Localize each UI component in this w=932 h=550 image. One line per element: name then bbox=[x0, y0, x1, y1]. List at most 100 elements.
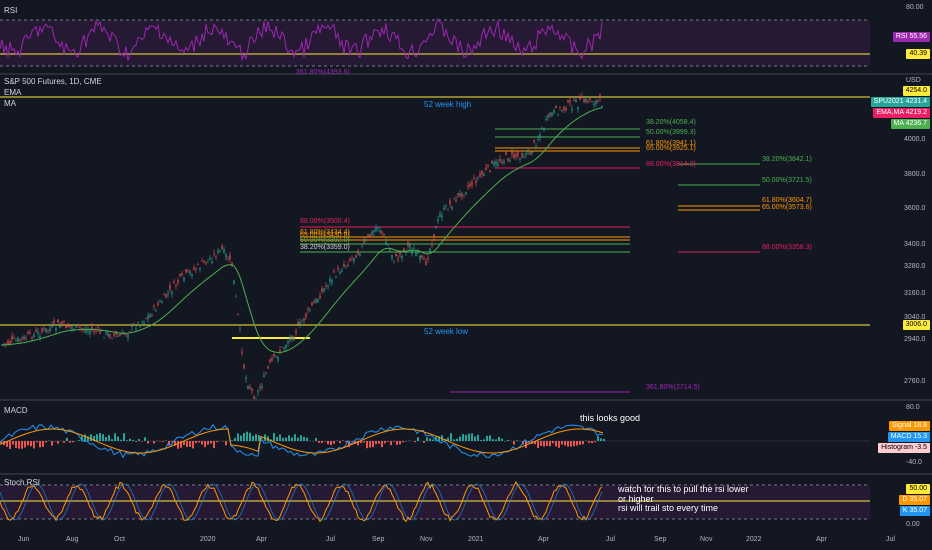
histogram-bar bbox=[6, 441, 8, 447]
candle bbox=[197, 263, 199, 265]
candle bbox=[221, 245, 223, 250]
candle bbox=[43, 327, 45, 329]
candle bbox=[583, 99, 585, 103]
histogram-bar bbox=[135, 441, 137, 442]
candle bbox=[279, 349, 281, 353]
pane-separator bbox=[0, 73, 932, 75]
candle bbox=[303, 318, 305, 321]
histogram-bar bbox=[570, 441, 572, 447]
candle bbox=[473, 177, 475, 179]
ema-tag-label: EMA,MA bbox=[876, 109, 904, 116]
candle bbox=[563, 106, 565, 110]
candle bbox=[325, 285, 327, 287]
histogram-bar bbox=[102, 434, 104, 441]
histogram-bar bbox=[36, 441, 38, 443]
candle bbox=[127, 334, 129, 338]
candle bbox=[411, 250, 413, 254]
histogram-bar bbox=[69, 441, 71, 443]
time-label: 2021 bbox=[468, 536, 484, 543]
histogram-bar bbox=[543, 441, 545, 447]
histogram-bar bbox=[588, 441, 590, 443]
histogram-bar bbox=[432, 439, 434, 441]
histogram-bar bbox=[303, 436, 305, 441]
candle bbox=[133, 323, 135, 325]
histogram-bar bbox=[171, 441, 173, 443]
candle bbox=[291, 335, 293, 340]
rsi-tag: RSI 55.56 bbox=[892, 32, 930, 42]
macd-chart bbox=[0, 423, 870, 459]
candle bbox=[399, 250, 401, 255]
candle bbox=[205, 261, 207, 264]
candle bbox=[219, 250, 221, 252]
histogram-bar bbox=[255, 434, 257, 441]
histogram-bar bbox=[534, 441, 536, 445]
histogram-bar bbox=[138, 439, 140, 441]
candle bbox=[137, 322, 139, 323]
histogram-bar bbox=[369, 441, 371, 448]
candle bbox=[567, 100, 569, 103]
candle bbox=[259, 386, 261, 389]
candle bbox=[395, 254, 397, 257]
histogram-bar bbox=[381, 441, 383, 448]
stoch-top-tag: 50.00 bbox=[906, 484, 930, 494]
candle bbox=[237, 313, 239, 315]
candle bbox=[19, 339, 21, 341]
candle bbox=[211, 260, 213, 264]
candle bbox=[85, 329, 87, 333]
candle bbox=[599, 94, 601, 99]
candle bbox=[309, 310, 311, 312]
candle bbox=[495, 160, 497, 165]
histogram-bar bbox=[24, 441, 26, 448]
candle bbox=[39, 335, 41, 339]
currency-label: USD bbox=[906, 77, 921, 84]
stoch-k-value: 35.07 bbox=[909, 507, 927, 514]
candle bbox=[243, 364, 245, 369]
candle bbox=[493, 162, 495, 166]
candle bbox=[341, 270, 343, 272]
candle bbox=[51, 325, 53, 328]
price-2940: 2940.0 bbox=[904, 336, 926, 343]
rsi-level-80: 80.00 bbox=[906, 4, 924, 11]
candle bbox=[305, 313, 307, 318]
candle bbox=[557, 114, 559, 116]
candle bbox=[245, 377, 247, 380]
histogram-tag-value: -3.5 bbox=[914, 444, 927, 451]
histogram-bar bbox=[471, 433, 473, 441]
candle bbox=[81, 328, 83, 330]
histogram-bar bbox=[162, 441, 164, 442]
time-label: Jul bbox=[886, 536, 895, 543]
candle bbox=[209, 258, 211, 260]
histogram-bar bbox=[474, 436, 476, 441]
candle bbox=[145, 317, 147, 319]
histogram-bar bbox=[57, 441, 59, 444]
histogram-bar bbox=[399, 441, 401, 445]
candle bbox=[573, 100, 575, 101]
candle bbox=[389, 249, 391, 251]
histogram-bar bbox=[351, 441, 353, 442]
histogram-bar bbox=[387, 441, 389, 442]
candle bbox=[509, 159, 511, 162]
stoch-chart bbox=[0, 481, 870, 523]
candle bbox=[265, 373, 267, 375]
histogram-bar bbox=[168, 441, 170, 446]
candles bbox=[1, 92, 603, 399]
candle bbox=[433, 234, 435, 238]
candle bbox=[445, 206, 447, 207]
candle bbox=[503, 160, 505, 163]
candle bbox=[365, 239, 367, 241]
candle bbox=[175, 284, 177, 286]
candle bbox=[83, 330, 85, 332]
histogram-bar bbox=[18, 441, 20, 449]
histogram-bar bbox=[273, 432, 275, 441]
histogram-bar bbox=[492, 439, 494, 441]
candle bbox=[523, 156, 525, 158]
histogram-bar bbox=[402, 441, 404, 443]
histogram-bar bbox=[417, 437, 419, 441]
histogram-bar bbox=[78, 440, 80, 441]
candle bbox=[549, 112, 551, 116]
histogram-bar bbox=[186, 441, 188, 447]
candle bbox=[9, 341, 11, 344]
candle bbox=[149, 314, 151, 318]
candle bbox=[359, 253, 361, 256]
candle bbox=[337, 267, 339, 270]
